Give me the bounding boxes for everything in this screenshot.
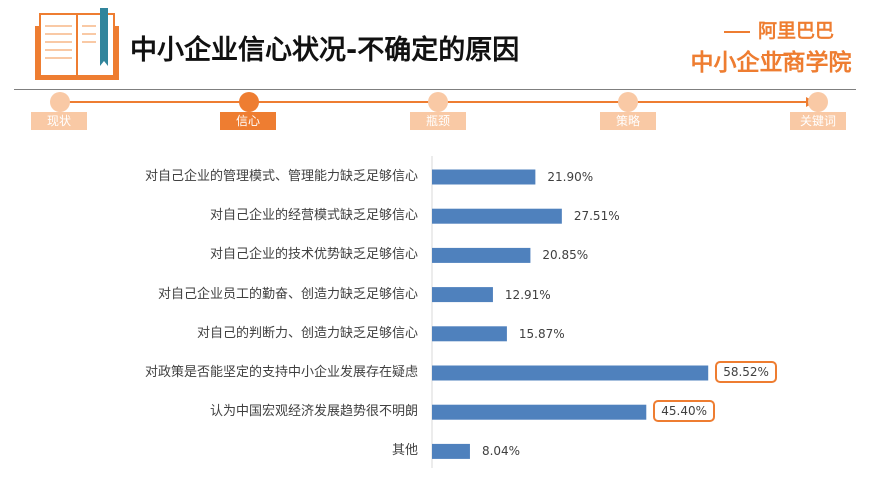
bar-1 — [432, 169, 536, 185]
step-label-4: 策略 — [600, 112, 656, 130]
category-label-5: 对自己的判断力、创造力缺乏足够信心 — [196, 325, 418, 341]
brand-top-text: 阿里巴巴 — [700, 16, 850, 65]
header-divider — [14, 89, 856, 90]
bar-5 — [432, 326, 507, 342]
value-label-5: 15.87% — [518, 326, 565, 341]
category-label-8: 其他 — [391, 443, 418, 459]
bar-8 — [432, 443, 470, 459]
value-label-1: 21.90% — [547, 170, 594, 184]
value-label-2: 27.51% — [573, 209, 620, 224]
step-label-2: 信心 — [220, 112, 276, 130]
value-label-8: 8.04% — [481, 444, 521, 459]
bar-3 — [432, 247, 531, 263]
bar-2 — [432, 208, 562, 224]
category-label-3: 对自己企业的技术优势缺乏足够信心 — [209, 247, 418, 263]
step-dot-1 — [50, 92, 70, 112]
value-label-6: 58.52% — [715, 361, 777, 383]
value-label-7: 45.40% — [653, 400, 716, 423]
step-label-1: 现状 — [31, 112, 87, 130]
step-dot-5 — [808, 92, 828, 112]
bar-7 — [432, 404, 647, 420]
book-icon — [35, 8, 119, 80]
value-label-3: 20.85% — [542, 248, 589, 263]
step-label-5: 关键词 — [790, 112, 846, 130]
progress-timeline — [50, 92, 828, 112]
brand-main-text: 中小企业商学院 — [690, 50, 852, 76]
value-label-4: 12.91% — [504, 287, 551, 302]
bar-4 — [432, 287, 493, 303]
category-label-7: 认为中国宏观经济发展趋势很不明朗 — [209, 404, 418, 420]
step-label-3: 瓶颈 — [410, 112, 466, 130]
category-label-6: 对政策是否能坚定的支持中小企业发展存在疑虑 — [144, 365, 418, 380]
bar-6 — [432, 365, 709, 381]
page-title: 中小企业信心状况-不确定的原因 — [130, 35, 520, 66]
step-dot-4 — [618, 92, 638, 112]
step-dot-3 — [428, 92, 448, 112]
category-label-2: 对自己企业的经营模式缺乏足够信心 — [209, 208, 418, 224]
step-dot-2 — [239, 92, 259, 112]
category-label-4: 对自己企业员工的勤奋、创造力缺乏足够信心 — [157, 286, 418, 302]
category-label-1: 对自己企业的管理模式、管理能力缺乏足够信心 — [144, 169, 418, 184]
